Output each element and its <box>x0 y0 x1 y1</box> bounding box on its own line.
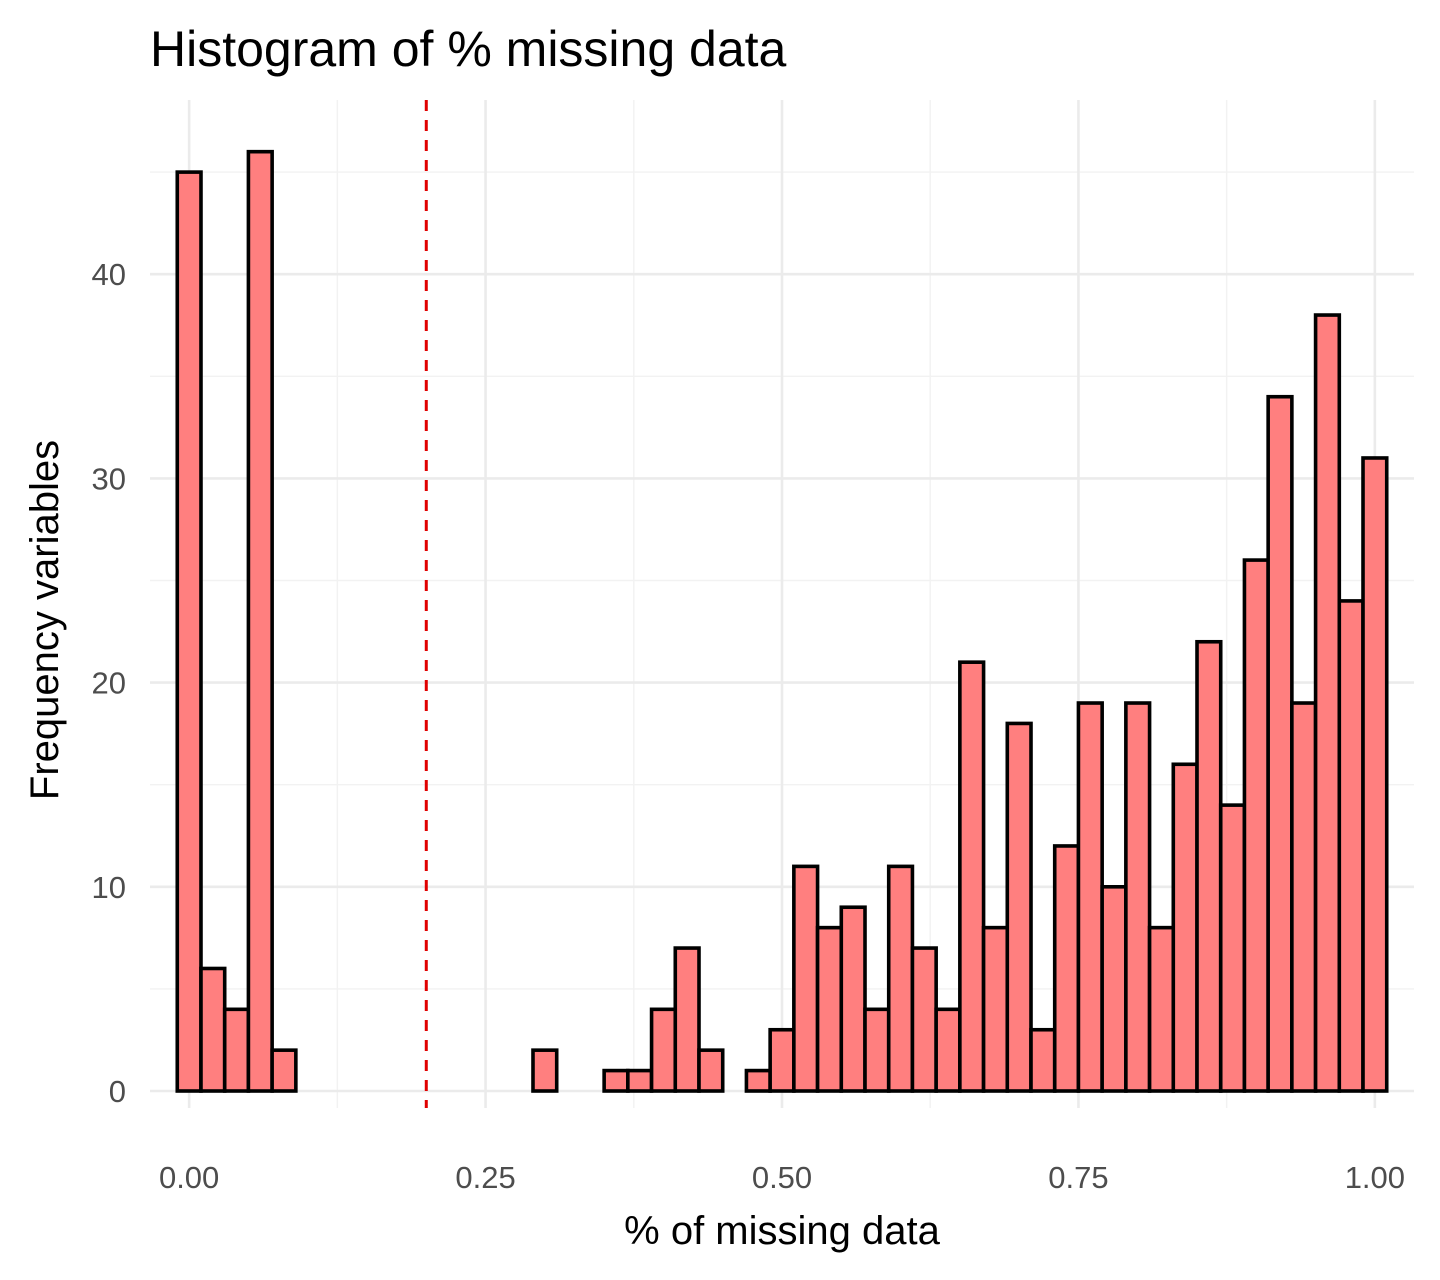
x-axis-title: % of missing data <box>624 1209 940 1253</box>
histogram-bar <box>1005 721 1033 1093</box>
histogram-bar <box>958 660 986 1093</box>
histogram-bar <box>1337 599 1365 1093</box>
histogram-bar <box>1029 1027 1057 1093</box>
x-tick-label: 1.00 <box>1345 1160 1405 1195</box>
histogram-bar <box>1313 313 1342 1093</box>
x-tick-label: 0.25 <box>455 1160 515 1195</box>
histogram-bar <box>697 1048 725 1093</box>
histogram-bar <box>1147 925 1176 1093</box>
histogram-bar <box>246 149 274 1093</box>
chart-title: Histogram of % missing data <box>150 21 787 77</box>
histogram-bar <box>1171 762 1199 1093</box>
histogram-bar <box>1195 639 1223 1093</box>
x-tick-label: 0.75 <box>1048 1160 1108 1195</box>
y-tick-label: 0 <box>109 1074 126 1109</box>
y-tick-label: 30 <box>92 461 126 496</box>
histogram-bar <box>1124 701 1152 1093</box>
histogram-bar <box>1076 701 1104 1093</box>
histogram-bar <box>1242 558 1270 1093</box>
histogram-bar <box>1290 701 1318 1093</box>
y-axis-ticks: 0 10 20 30 40 <box>92 257 126 1109</box>
histogram-bar <box>1218 803 1247 1093</box>
histogram-bar <box>815 925 844 1093</box>
x-tick-label: 0.00 <box>159 1160 219 1195</box>
histogram-bar <box>792 864 820 1093</box>
histogram-bar <box>1100 884 1128 1093</box>
histogram-bar <box>649 1007 678 1093</box>
histogram-bar <box>1052 844 1081 1093</box>
histogram-bar <box>531 1048 559 1093</box>
histogram-bar <box>1266 394 1294 1093</box>
y-tick-label: 20 <box>92 666 126 701</box>
x-axis-ticks: 0.00 0.25 0.50 0.75 1.00 <box>159 1160 1405 1195</box>
histogram-bar <box>222 1007 251 1093</box>
histogram-bar <box>626 1068 654 1093</box>
y-tick-label: 10 <box>92 870 126 905</box>
histogram-bar <box>1361 456 1389 1093</box>
x-tick-label: 0.50 <box>752 1160 812 1195</box>
histogram-bar <box>981 925 1010 1093</box>
histogram-bar <box>768 1027 796 1093</box>
histogram-bars <box>175 149 1389 1093</box>
y-tick-label: 40 <box>92 257 126 292</box>
y-axis-title: Frequency variables <box>23 440 67 800</box>
histogram-bar <box>602 1068 630 1093</box>
histogram-bar <box>910 946 938 1093</box>
histogram-bar <box>270 1048 298 1093</box>
histogram-bar <box>744 1068 772 1093</box>
histogram-bar <box>175 170 203 1093</box>
histogram-bar <box>199 966 227 1093</box>
histogram-bar <box>863 1007 891 1093</box>
histogram-bar <box>934 1007 962 1093</box>
histogram-bar <box>886 864 915 1093</box>
histogram-bar <box>673 946 701 1093</box>
histogram-bar <box>839 905 867 1093</box>
